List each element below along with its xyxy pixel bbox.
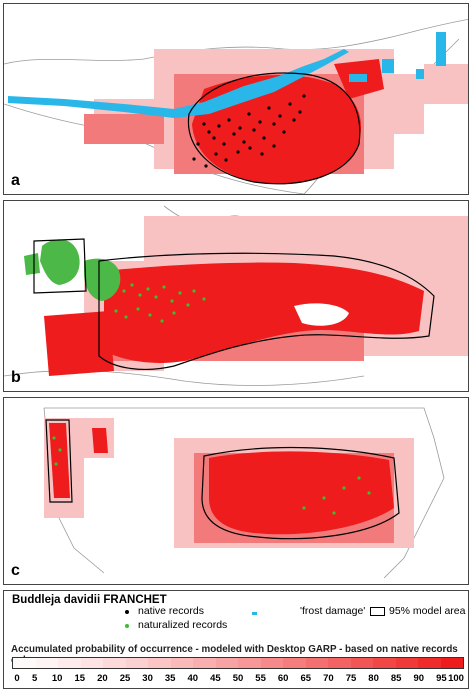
- scale-tick-label: 5: [31, 673, 38, 684]
- probability-high: [44, 262, 424, 376]
- model-area-symbol: [370, 607, 385, 616]
- scale-segment: [395, 658, 418, 668]
- scale-segment: [440, 658, 463, 668]
- scale-segment: [283, 658, 306, 668]
- model-area-label: 95% model area: [389, 605, 466, 617]
- map-panel-europe: b: [3, 200, 469, 392]
- scale-tick-label: 80: [368, 673, 379, 684]
- scale-tick-label: 45: [210, 673, 221, 684]
- scale-tick-label: 55: [255, 673, 266, 684]
- scale-tick-label: 65: [300, 673, 312, 684]
- probability-color-scale: [12, 657, 464, 669]
- species-name: Buddleja davidii FRANCHET: [12, 594, 167, 606]
- scale-segment: [373, 658, 396, 668]
- frost-damage-label: 'frost damage': [300, 605, 366, 617]
- scale-tick-label: 95: [436, 673, 447, 684]
- map-panel-east-asia: a: [3, 3, 469, 195]
- scale-tick-label: 25: [119, 673, 131, 684]
- panel-label-b: b: [11, 369, 21, 386]
- scale-tick-label: 35: [164, 673, 176, 684]
- scale-tick-label: 40: [187, 673, 199, 684]
- scale-tick-label: 70: [323, 673, 334, 684]
- scale-segment: [13, 658, 36, 668]
- native-records-label: native records: [138, 605, 204, 617]
- scale-segment: [125, 658, 148, 668]
- scale-segment: [80, 658, 103, 668]
- scale-segment: [103, 658, 126, 668]
- scale-segment: [328, 658, 351, 668]
- scale-segment: [260, 658, 283, 668]
- scale-tick-label: 100: [448, 673, 464, 684]
- map-legend: Buddleja davidii FRANCHET native records…: [3, 590, 469, 689]
- scale-segment: [418, 658, 441, 668]
- panel-label-a: a: [11, 172, 20, 189]
- map-panel-north-america: c: [3, 397, 469, 585]
- scale-tick-label: 75: [345, 673, 357, 684]
- scale-segment: [305, 658, 328, 668]
- north-america-map: [43, 407, 445, 579]
- frost-damage-symbol: [252, 612, 257, 615]
- scale-tick-label: 50: [232, 673, 244, 684]
- scale-segment: [350, 658, 373, 668]
- probability-scale-ticks: 0 5 10 15 20 25 30 35 40 45 50 55 60 65 70 75 80 85 90 95 10…: [12, 673, 464, 685]
- scale-tick-label: 10: [51, 673, 63, 684]
- probability-high: [49, 423, 394, 535]
- scale-segment: [35, 658, 58, 668]
- scale-tick-label: 20: [97, 673, 108, 684]
- naturalized-record-symbol: [125, 624, 129, 628]
- panel-label-c: c: [11, 562, 20, 579]
- native-record-symbol: [125, 610, 129, 614]
- scale-segment: [215, 658, 238, 668]
- naturalized-records: [114, 283, 206, 323]
- scale-tick-label: 85: [390, 673, 402, 684]
- naturalized-records-label: naturalized records: [138, 619, 228, 631]
- model-area-boundary: [45, 419, 400, 540]
- scale-tick-label: 60: [277, 673, 289, 684]
- east-asia-map: [4, 18, 468, 194]
- native-records: [192, 94, 306, 168]
- scale-tick-label: 90: [413, 673, 425, 684]
- scale-tick-label: 15: [74, 673, 86, 684]
- naturalized-area: [24, 239, 121, 301]
- scale-tick-label: 30: [142, 673, 153, 684]
- naturalized-records: [52, 436, 371, 515]
- scale-segment: [58, 658, 81, 668]
- black-sea: [294, 303, 349, 326]
- scale-segment: [238, 658, 261, 668]
- scale-segment: [148, 658, 171, 668]
- scale-segment: [193, 658, 216, 668]
- scale-segment: [170, 658, 193, 668]
- frost-damage-layer: [8, 32, 446, 118]
- europe-map: [4, 205, 468, 386]
- scale-tick-label: 0: [14, 673, 20, 684]
- model-area-boundary: [33, 238, 435, 371]
- model-area-boundary: [187, 72, 361, 185]
